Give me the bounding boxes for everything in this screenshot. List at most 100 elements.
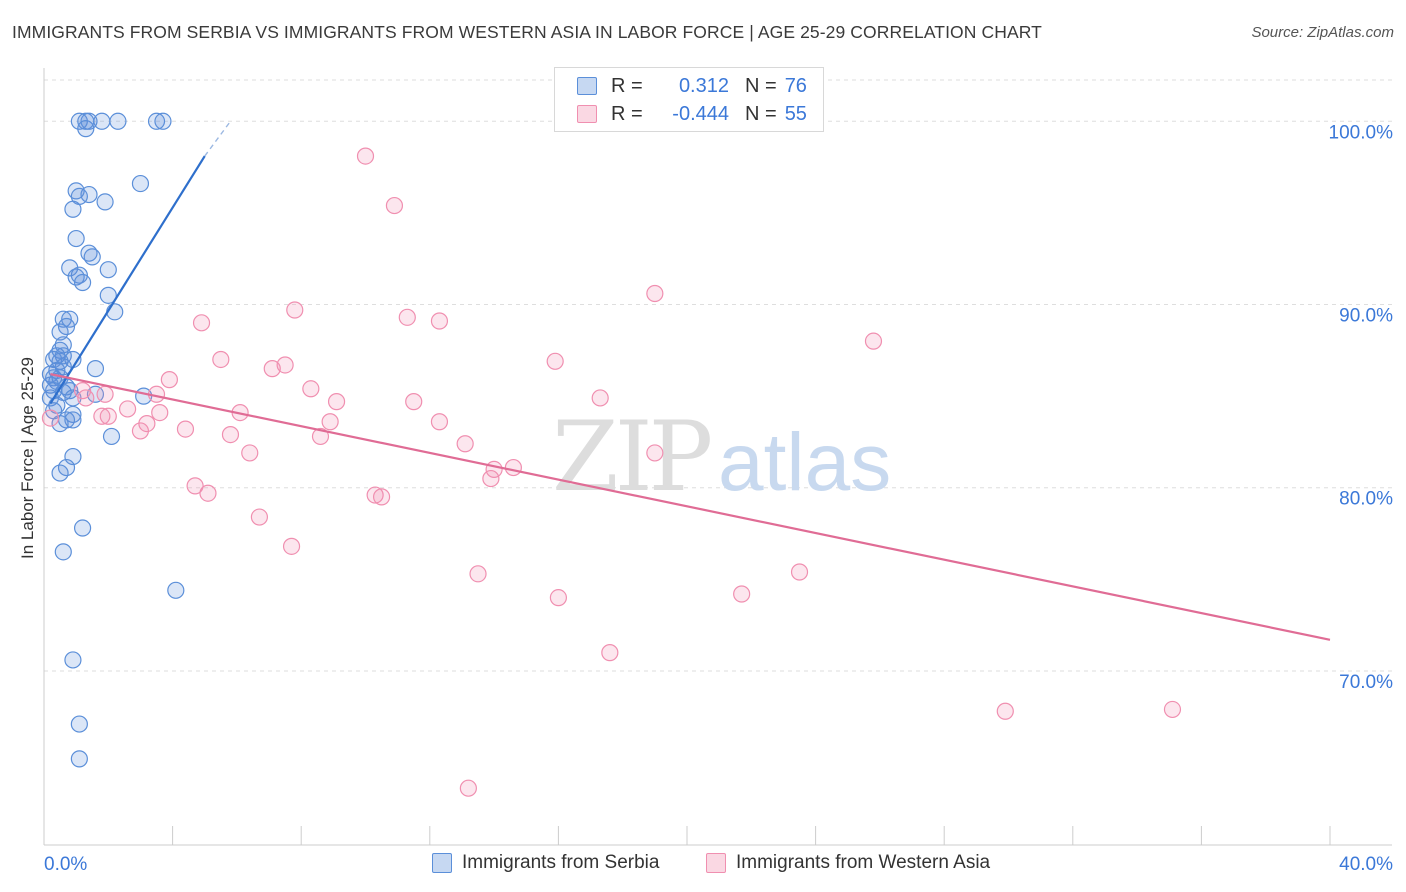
western-asia-legend-swatch: [706, 853, 726, 873]
western-asia-point: [591, 389, 609, 407]
serbia-point: [109, 112, 127, 130]
stats-legend: R = 0.312 N = 76 R = -0.444 N = 55: [554, 67, 824, 132]
western-asia-point: [601, 644, 619, 662]
western-asia-point: [221, 425, 240, 444]
western-asia-point: [482, 469, 500, 488]
western-asia-point: [302, 380, 320, 398]
western-asia-point: [356, 147, 375, 165]
western-asia-point: [192, 314, 211, 332]
serbia-legend-swatch: [432, 853, 452, 873]
watermark-atlas: atlas: [718, 417, 891, 508]
serbia-point: [106, 303, 124, 321]
western-asia-point: [77, 389, 95, 407]
western-asia-point: [321, 413, 339, 431]
serbia-point: [99, 286, 117, 304]
trend-lines: [49, 120, 1331, 641]
gridlines: [44, 79, 1392, 672]
western-asia-trend-line: [50, 373, 1331, 641]
serbia-point: [51, 323, 69, 341]
western-asia-point: [286, 301, 304, 319]
western-asia-point: [1163, 700, 1182, 719]
n-label: N =: [745, 102, 777, 125]
y-tick-labels: 70.0% 80.0% 90.0% 100.0%: [1329, 122, 1394, 693]
western-asia-point: [160, 371, 178, 389]
western-asia-point: [99, 407, 117, 425]
serbia-point: [64, 411, 82, 429]
serbia-point: [51, 464, 69, 482]
western-asia-point: [430, 413, 449, 431]
western-asia-point: [118, 400, 137, 418]
western-asia-point: [199, 484, 217, 502]
western-asia-point: [546, 352, 564, 370]
western-asia-point: [311, 427, 330, 446]
y-tick-label: 70.0%: [1339, 672, 1393, 693]
serbia-point: [73, 273, 92, 292]
western-asia-point: [430, 312, 449, 330]
western-asia-point: [276, 356, 294, 374]
serbia-point: [83, 248, 101, 266]
y-axis-label: In Labor Force | Age 25-29: [18, 357, 37, 559]
serbia-legend-label: Immigrants from Serbia: [462, 852, 660, 873]
y-tick-label: 100.0%: [1329, 122, 1394, 143]
western-asia-point: [385, 196, 404, 215]
western-asia-point: [790, 563, 809, 581]
serbia-point: [77, 120, 95, 138]
western-asia-point: [241, 444, 259, 462]
y-tick-label: 90.0%: [1339, 306, 1393, 327]
serbia-point: [102, 427, 121, 446]
western-asia-point: [96, 385, 114, 403]
serbia-point: [51, 414, 69, 433]
serbia-point: [99, 261, 117, 279]
serbia-trend-line: [49, 155, 206, 405]
serbia-point: [70, 750, 88, 768]
watermark: ZIP atlas: [552, 401, 891, 513]
serbia-swatch: [577, 77, 597, 95]
western-asia-point: [131, 422, 150, 440]
western-asia-point: [41, 409, 60, 427]
western-asia-point: [372, 488, 391, 506]
western-asia-point: [282, 537, 301, 555]
western-asia-points: [41, 147, 1182, 797]
western-asia-point: [549, 589, 568, 607]
serbia-point: [67, 229, 85, 248]
chart-title: IMMIGRANTS FROM SERBIA VS IMMIGRANTS FRO…: [12, 22, 1042, 42]
r-value-serbia: 0.312: [678, 74, 729, 97]
western-asia-point: [469, 565, 487, 583]
legend-row-serbia: R = 0.312 N = 76: [577, 72, 807, 100]
r-value-western-asia: -0.444: [672, 102, 729, 125]
western-asia-point: [405, 393, 423, 411]
y-tick-label: 80.0%: [1339, 489, 1393, 510]
x-tick-label: 40.0%: [1339, 854, 1393, 875]
axes: [43, 68, 1392, 846]
western-asia-legend-label: Immigrants from Western Asia: [736, 852, 991, 873]
serbia-point: [96, 193, 114, 211]
western-asia-point: [456, 435, 474, 453]
western-asia-point: [459, 779, 477, 797]
serbia-point: [86, 360, 105, 378]
x-tick-label: 0.0%: [44, 854, 87, 875]
western-asia-point: [646, 284, 664, 303]
serbia-point: [67, 182, 85, 200]
serbia-point: [64, 651, 82, 669]
western-asia-point: [366, 486, 384, 504]
legend-item-western-asia: Immigrants from Western Asia: [706, 852, 990, 874]
western-asia-point: [186, 477, 204, 495]
serbia-point: [131, 174, 150, 193]
r-label: R =: [611, 74, 643, 97]
western-asia-point: [733, 585, 751, 603]
western-asia-point: [151, 404, 169, 422]
serbia-point: [73, 519, 92, 537]
legend-item-serbia: Immigrants from Serbia: [432, 852, 659, 874]
western-asia-point: [504, 458, 522, 477]
western-asia-point: [327, 393, 346, 411]
western-asia-swatch: [577, 105, 597, 123]
serbia-point: [70, 715, 88, 733]
serbia-point: [64, 447, 82, 466]
r-label: R =: [611, 102, 643, 125]
n-value-serbia: 76: [784, 74, 807, 97]
western-asia-point: [864, 332, 883, 350]
n-value-western-asia: 55: [784, 102, 807, 125]
serbia-point: [64, 200, 82, 218]
western-asia-point: [646, 444, 664, 462]
